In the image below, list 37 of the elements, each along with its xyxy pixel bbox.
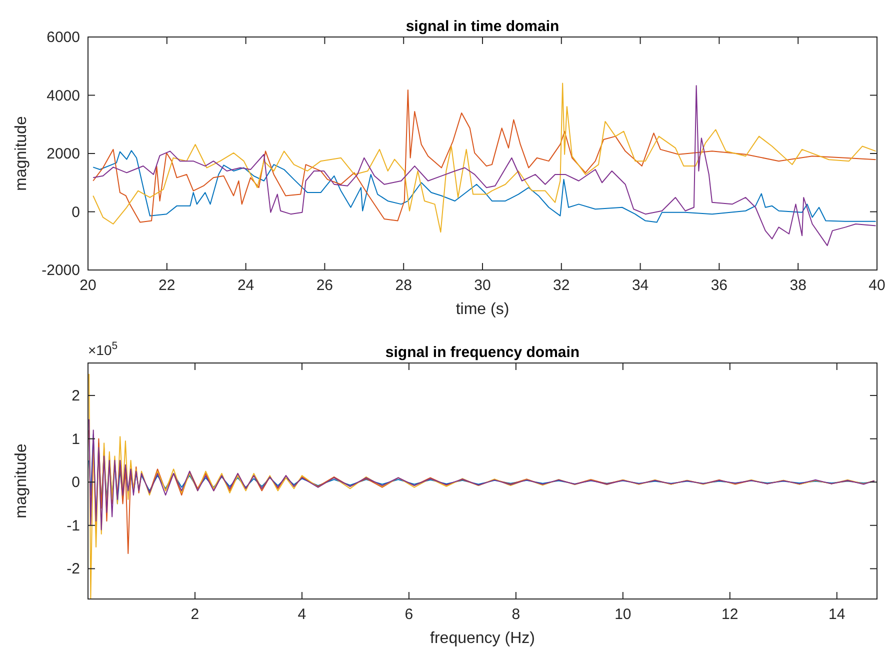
text: ×10$^{5}$ [88,340,118,358]
chart-title: signal in time domain [406,18,560,35]
x-tick-label: 36 [710,277,728,294]
y-axis-title: magnitude [13,444,30,518]
y-tick-label: 2 [72,387,80,404]
x-axis-title: time (s) [456,301,510,318]
x-tick-label: 22 [158,277,176,294]
y-tick-label: 0 [72,204,80,221]
y-tick-label: 0 [72,474,80,492]
x-tick-label: 34 [632,277,649,294]
chart-title: signal in frequency domain [385,344,580,361]
x-tick-label: 20 [80,277,96,294]
y-tick-label: 1 [72,430,80,448]
x-tick-label: 24 [237,277,254,294]
y-axis-title: magnitude [13,116,30,191]
line-series [88,418,875,530]
y-tick-label: 6000 [46,29,80,46]
x-tick-label: 30 [474,277,491,294]
x-tick-label: 4 [298,606,306,623]
y-tick-label: -2 [66,560,80,578]
x-tick-label: 14 [828,606,846,623]
y-tick-label: -2000 [42,262,80,279]
x-tick-label: 28 [395,277,412,294]
x-tick-label: 6 [404,606,414,623]
line-series [92,150,876,223]
x-tick-label: 8 [512,606,520,623]
x-tick-label: 12 [722,606,738,623]
y-tick-label: 2000 [46,146,80,162]
y-tick-label: -1 [66,517,80,534]
x-tick-label: 38 [790,277,806,294]
x-tick-label: 26 [316,277,334,294]
x-tick-label: 32 [553,277,570,294]
x-tick-label: 2 [190,606,200,623]
y-tick-label: 4000 [46,87,80,104]
x-tick-label: 10 [614,606,632,623]
x-axis-title: frequency (Hz) [430,630,535,647]
x-tick-label: 40 [868,277,886,294]
